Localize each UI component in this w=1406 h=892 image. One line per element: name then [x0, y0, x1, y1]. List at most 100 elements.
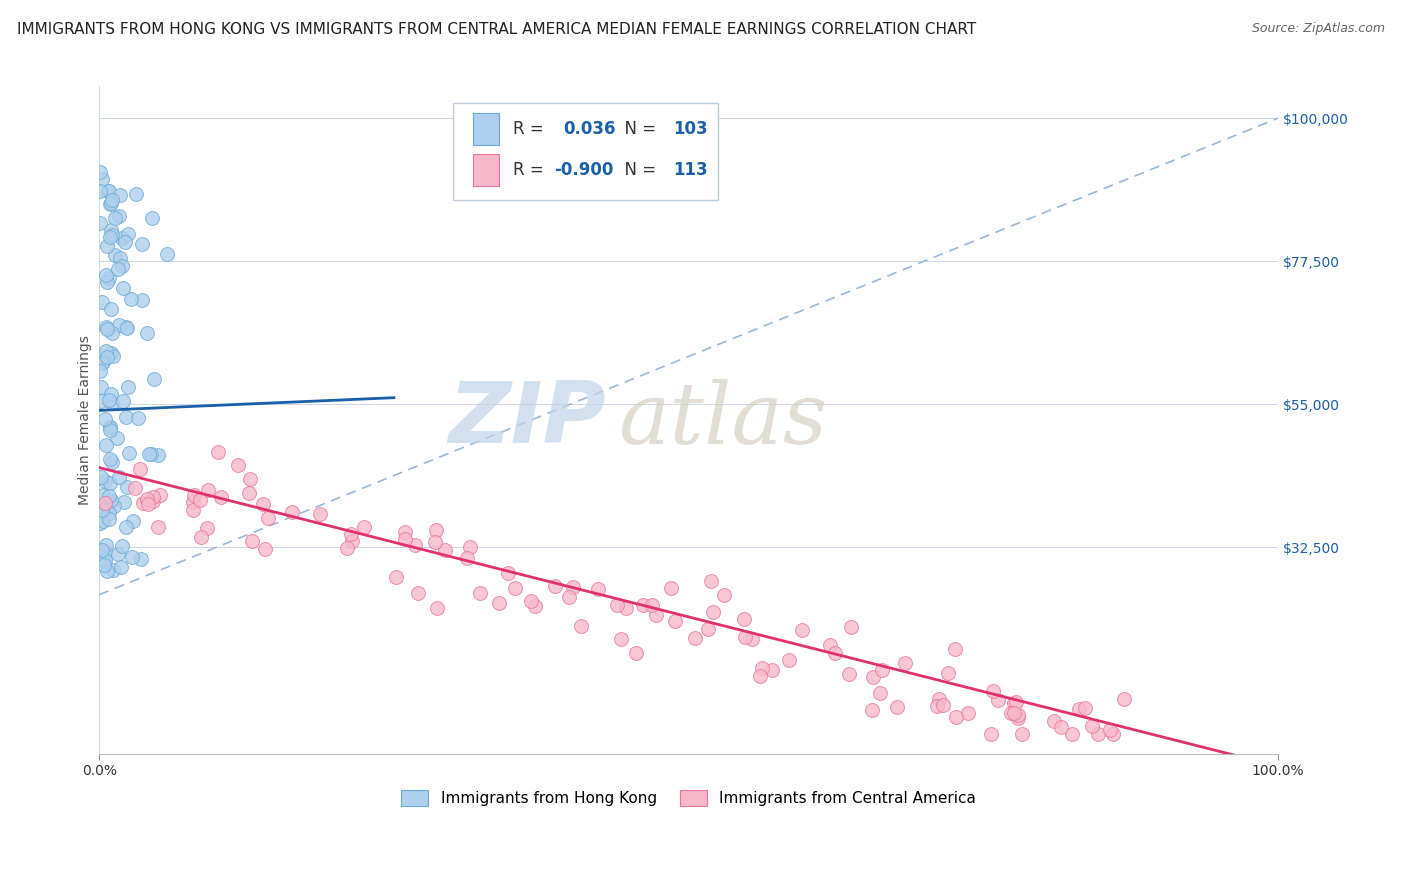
Point: [97, 184, 120, 198]
Point: [1098, 723, 1121, 737]
Point: [458, 540, 481, 554]
Point: [90, 394, 112, 409]
Point: [226, 458, 249, 473]
Point: [98, 270, 121, 285]
Point: [124, 482, 146, 496]
Point: [90, 470, 112, 484]
Point: [98, 197, 121, 211]
Point: [860, 703, 883, 717]
Point: [544, 579, 567, 593]
Point: [136, 497, 159, 511]
Point: [94, 553, 117, 567]
Text: R =: R =: [513, 120, 548, 138]
Point: [97, 393, 120, 408]
Point: [886, 700, 908, 714]
Point: [252, 497, 274, 511]
Point: [90, 356, 112, 370]
Point: [631, 598, 654, 612]
Point: [339, 527, 361, 541]
Point: [433, 543, 456, 558]
Point: [183, 495, 205, 509]
Point: [90, 294, 112, 309]
Point: [741, 632, 763, 646]
Point: [146, 520, 169, 534]
Point: [659, 581, 682, 595]
Point: [127, 411, 149, 425]
Point: [425, 523, 447, 537]
Point: [1087, 727, 1109, 741]
Point: [1002, 696, 1025, 710]
Text: R =: R =: [513, 161, 548, 179]
Point: [96, 238, 118, 252]
Point: [121, 514, 143, 528]
Point: [93, 554, 115, 568]
Point: [129, 551, 152, 566]
Point: [385, 570, 408, 584]
Point: [117, 380, 139, 394]
Text: N =: N =: [614, 120, 662, 138]
Point: [818, 638, 841, 652]
Point: [790, 623, 813, 637]
Point: [91, 503, 114, 517]
Point: [983, 683, 1005, 698]
Point: [96, 499, 118, 513]
Point: [94, 538, 117, 552]
Text: IMMIGRANTS FROM HONG KONG VS IMMIGRANTS FROM CENTRAL AMERICA MEDIAN FEMALE EARNI: IMMIGRANTS FROM HONG KONG VS IMMIGRANTS …: [17, 22, 976, 37]
Point: [1002, 706, 1025, 720]
Point: [125, 186, 148, 201]
Point: [117, 480, 139, 494]
Point: [156, 247, 179, 261]
Point: [96, 322, 118, 336]
Point: [94, 495, 117, 509]
Point: [94, 412, 117, 426]
Point: [98, 452, 121, 467]
Point: [115, 520, 138, 534]
Point: [114, 409, 136, 424]
Point: [253, 541, 276, 556]
Point: [110, 259, 132, 273]
Point: [98, 419, 121, 434]
Point: [869, 686, 891, 700]
Legend: Immigrants from Hong Kong, Immigrants from Central America: Immigrants from Hong Kong, Immigrants fr…: [395, 784, 983, 813]
Point: [183, 488, 205, 502]
Point: [207, 444, 229, 458]
Point: [91, 543, 114, 558]
Point: [89, 216, 111, 230]
Point: [956, 706, 979, 720]
Point: [520, 593, 543, 607]
Point: [97, 185, 120, 199]
Point: [195, 521, 218, 535]
Point: [239, 472, 262, 486]
Point: [308, 508, 330, 522]
Point: [426, 601, 449, 615]
Text: ZIP: ZIP: [449, 378, 606, 461]
Point: [734, 630, 756, 644]
Point: [89, 516, 111, 531]
Point: [90, 171, 112, 186]
Point: [240, 533, 263, 548]
Point: [94, 474, 117, 488]
Point: [733, 612, 755, 626]
Point: [1060, 727, 1083, 741]
Point: [100, 492, 122, 507]
Point: [97, 506, 120, 520]
Point: [838, 667, 860, 681]
Point: [702, 605, 724, 619]
Point: [138, 447, 160, 461]
Point: [987, 693, 1010, 707]
Point: [101, 193, 124, 207]
Point: [100, 196, 122, 211]
Y-axis label: Median Female Earnings: Median Female Earnings: [79, 335, 93, 505]
Point: [103, 499, 125, 513]
Point: [468, 585, 491, 599]
Point: [1081, 719, 1104, 733]
Point: [257, 511, 280, 525]
Point: [928, 692, 950, 706]
Point: [118, 446, 141, 460]
Point: [1005, 695, 1028, 709]
Point: [108, 470, 131, 484]
Point: [101, 326, 124, 341]
Point: [93, 545, 115, 559]
Point: [1102, 727, 1125, 741]
Point: [148, 448, 170, 462]
